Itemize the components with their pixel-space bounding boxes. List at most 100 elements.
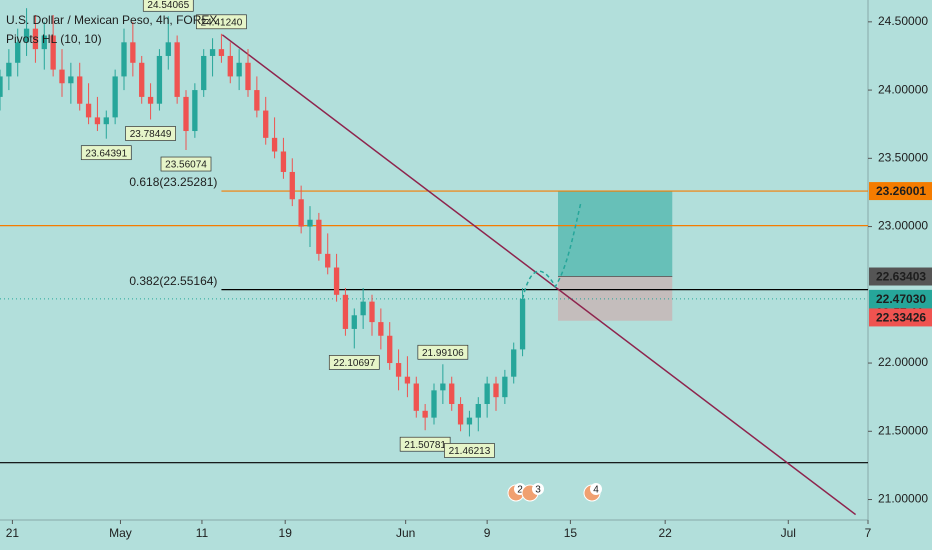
candle-body <box>6 62 12 77</box>
candle-body <box>316 219 322 254</box>
event-badge <box>532 483 544 495</box>
candle-body <box>156 55 163 104</box>
candle-body <box>325 253 331 268</box>
candle-body <box>192 90 198 132</box>
pivot-label: 21.99106 <box>422 348 464 359</box>
candle-body <box>369 301 375 323</box>
candle-body <box>387 335 393 364</box>
candle-body <box>333 267 340 295</box>
candle-body <box>85 103 92 118</box>
candle-body <box>245 62 251 91</box>
pivot-label: 23.64391 <box>85 148 127 159</box>
candle-body <box>201 55 207 91</box>
candle-body <box>227 55 233 77</box>
loss-zone <box>558 276 673 321</box>
candle-body <box>404 376 411 384</box>
pivot-label: 23.56074 <box>165 160 207 171</box>
price-tag <box>869 289 932 308</box>
x-tick-label: 9 <box>484 526 491 540</box>
pivot-box <box>160 156 212 172</box>
candle-body <box>139 62 145 97</box>
candle-body <box>440 383 446 391</box>
candle-body <box>413 383 419 411</box>
candle-body <box>502 376 508 398</box>
x-tick-label: 22 <box>658 526 672 540</box>
candle-body <box>94 117 101 125</box>
candle-body <box>15 42 21 63</box>
candle-body <box>289 171 295 200</box>
y-tick-label: 24.50000 <box>878 14 928 28</box>
candle-body <box>493 383 499 398</box>
candle-body <box>112 76 118 118</box>
y-tick-label: 21.50000 <box>878 423 928 437</box>
y-tick-label: 22.00000 <box>878 355 928 369</box>
pivot-label: 24.54065 <box>147 0 189 11</box>
candle-body <box>218 49 225 56</box>
price-tag-label: 22.63403 <box>876 270 926 284</box>
candle-body <box>32 28 39 50</box>
price-tag <box>869 308 932 327</box>
candle-body <box>121 42 127 77</box>
x-tick-label: 11 <box>196 526 209 540</box>
pivot-box <box>196 14 247 30</box>
plot: 0.618(23.25281) 0.382(22.55164) 24.54065 24… <box>0 0 868 516</box>
price-tag-label: 22.33426 <box>876 311 926 325</box>
candle-body <box>50 35 56 70</box>
candle-body <box>68 76 74 84</box>
candle-body <box>165 42 171 56</box>
candle-body <box>59 69 65 84</box>
pivot-label: 21.50781 <box>404 440 446 451</box>
price-tag <box>869 267 932 286</box>
event-badge <box>590 483 602 495</box>
indicator-name: Pivots HL (10, 10) <box>6 32 102 46</box>
x-tick-label: Jun <box>396 526 415 540</box>
y-tick-label: 23.50000 <box>878 150 928 164</box>
fib-label: 0.618(23.25281) <box>129 175 217 189</box>
candle-body <box>511 349 517 377</box>
fib-label: 0.382(22.55164) <box>129 274 217 288</box>
candle-body <box>77 76 83 104</box>
candle-body <box>431 390 437 418</box>
candle-body <box>236 62 242 77</box>
x-tick-label: 19 <box>279 526 293 540</box>
price-tag <box>869 182 932 201</box>
pivot-label: 21.46213 <box>449 446 491 457</box>
price-tag-label: 23.26001 <box>876 184 926 198</box>
candle-body <box>280 151 287 172</box>
candle-body <box>23 28 30 43</box>
candle-body <box>466 417 473 425</box>
x-tick-label: 7 <box>865 526 872 540</box>
pivot-box <box>417 344 469 360</box>
y-tick-label: 24.00000 <box>878 82 928 96</box>
pivot-label: 23.78449 <box>130 129 172 140</box>
candle-body <box>395 363 402 377</box>
candle-body <box>484 383 490 404</box>
x-tick-label: 15 <box>564 526 578 540</box>
candle-body <box>449 383 455 404</box>
candle-body <box>130 42 136 63</box>
candle-body <box>41 35 47 50</box>
trendline <box>221 34 857 516</box>
profit-zone <box>558 191 673 277</box>
candle-body <box>475 403 481 418</box>
candle-body <box>254 90 260 111</box>
pivot-box <box>328 355 380 370</box>
event-count: 3 <box>535 485 541 496</box>
pivot-label: 24.41240 <box>201 17 243 28</box>
candle-body <box>298 199 304 227</box>
candle-body <box>307 219 313 227</box>
y-tick-label: 21.00000 <box>878 492 928 506</box>
candle-body <box>360 301 366 316</box>
candle-body <box>378 322 384 336</box>
candle-body <box>183 96 189 132</box>
candle-body <box>263 110 269 138</box>
chart-title: U.S. Dollar / Mexican Peso, 4h, FOREX <box>6 13 217 27</box>
candle-body <box>209 49 216 56</box>
pivot-box <box>125 126 176 141</box>
candle-body <box>147 96 154 104</box>
x-tick-label: May <box>109 526 132 540</box>
candle-body <box>351 315 357 329</box>
candle-body <box>342 294 349 329</box>
